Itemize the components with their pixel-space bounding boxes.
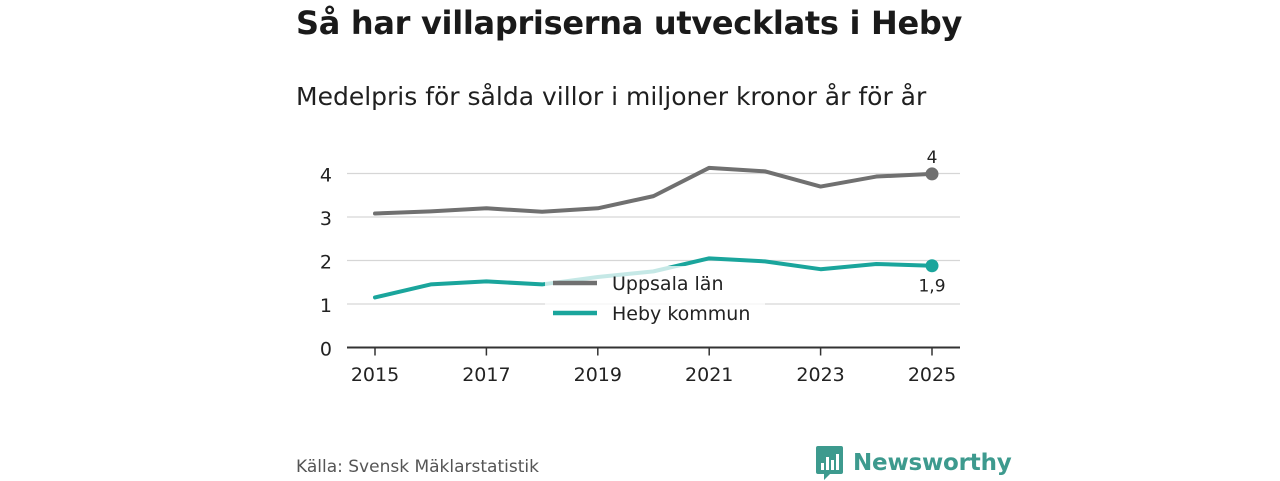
legend-label: Heby kommun	[612, 303, 750, 325]
end-label: 1,9	[918, 277, 945, 297]
y-tick-label: 0	[320, 339, 332, 361]
x-tick-label: 2019	[574, 364, 622, 386]
y-tick-label: 4	[320, 165, 332, 187]
source-note: Källa: Svensk Mäklarstatistik	[296, 457, 539, 477]
x-tick-label: 2025	[908, 364, 956, 386]
end-label: 4	[927, 148, 938, 168]
series-end-marker-1	[925, 259, 939, 273]
x-tick-label: 2017	[462, 364, 510, 386]
y-tick-label: 2	[320, 252, 332, 274]
series-end-marker-0	[925, 167, 939, 181]
chart-title: Så har villapriserna utvecklats i Heby	[296, 4, 963, 42]
legend-label: Uppsala län	[612, 273, 724, 295]
legend: Uppsala län Heby kommun	[545, 266, 765, 330]
bar-chart-logo-icon	[816, 446, 843, 480]
legend-background	[545, 266, 765, 330]
x-tick-label: 2015	[351, 364, 399, 386]
x-tick-label: 2023	[796, 364, 844, 386]
end-labels: 41,9	[918, 148, 945, 297]
y-axis-ticks: 0 1 2 3 4	[320, 165, 332, 361]
y-tick-label: 3	[320, 208, 332, 230]
y-tick-label: 1	[320, 295, 332, 317]
brand-logo[interactable]: Newsworthy	[816, 445, 1012, 481]
x-tick-label: 2021	[685, 364, 733, 386]
series-line-0	[373, 165, 934, 216]
line-chart: 0 1 2 3 4 2015 2017 2019 2021 2023 2025 Uppsala l…	[320, 148, 960, 386]
x-axis-ticks: 2015 2017 2019 2021 2023 2025	[351, 347, 956, 386]
chart-subtitle: Medelpris för sålda villor i miljoner kr…	[296, 82, 927, 111]
brand-name: Newsworthy	[853, 450, 1012, 476]
